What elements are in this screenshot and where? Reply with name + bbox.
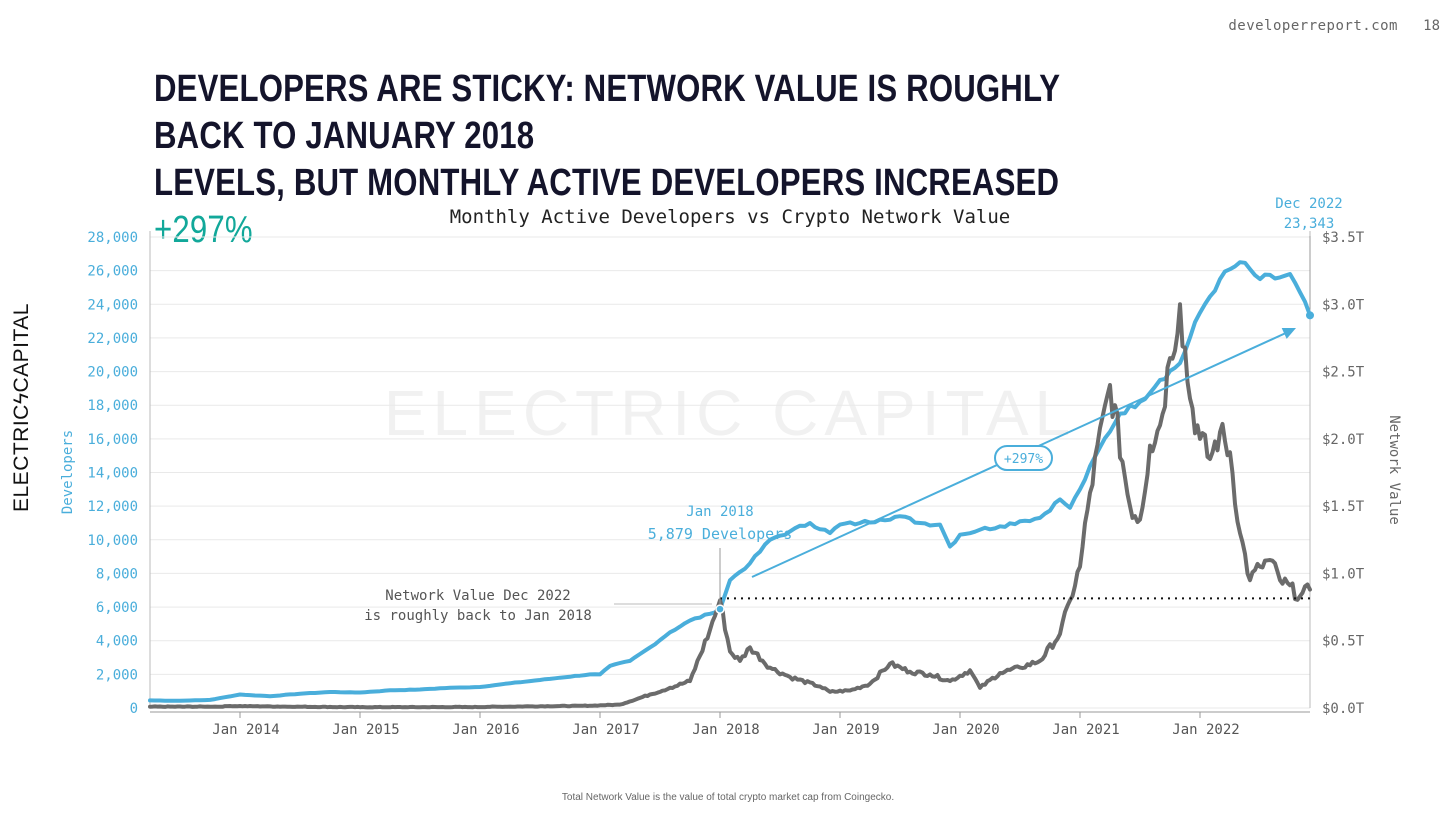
title-highlight: +297% [154, 209, 253, 251]
chart-title: Monthly Active Developers vs Crypto Netw… [450, 206, 1011, 228]
y-tick-left: 28,000 [87, 230, 138, 246]
right-axis-ticks: $0.0T $0.5T $1.0T $1.5T $2.0T $2.5T $3.0T $3.5T [1322, 230, 1365, 717]
x-tick-label: Jan 2017 [572, 722, 639, 738]
site-url: developerreport.com [1228, 18, 1398, 34]
grid-lines [149, 231, 1311, 713]
left-axis-ticks: 0 2,000 4,000 6,000 8,000 10,000 12,000 14,000 1… [87, 230, 138, 717]
growth-badge [994, 445, 1053, 471]
y-tick-left: 26,000 [87, 264, 138, 280]
network-note-line-2: is roughly back to Jan 2018 [364, 608, 592, 624]
y-tick-left: 2,000 [96, 667, 138, 683]
growth-badge-label: +297% [1004, 452, 1043, 467]
jan-2018-label: Jan 2018 [686, 504, 753, 520]
y-tick-left: 8,000 [96, 566, 138, 582]
y-tick-right: $2.0T [1322, 432, 1365, 448]
y-tick-left: 0 [130, 701, 138, 717]
annotations: Jan 2018 5,879 Developers Dec 2022 23,343 Ne… [364, 196, 1343, 624]
jan-2018-marker [715, 604, 725, 614]
y-tick-left: 24,000 [87, 297, 138, 313]
x-tick-label: Jan 2022 [1172, 722, 1239, 738]
y-tick-right: $0.5T [1322, 634, 1365, 650]
y-tick-left: 14,000 [87, 466, 138, 482]
y-tick-right: $2.5T [1322, 365, 1365, 381]
page-title: DEVELOPERS ARE STICKY: NETWORK VALUE IS … [154, 66, 1138, 254]
dec-2022-label: Dec 2022 [1275, 196, 1342, 212]
y-tick-right: $1.0T [1322, 566, 1365, 582]
network-note-line-1: Network Value Dec 2022 [385, 588, 570, 604]
y-axis-left-label: Developers [60, 430, 76, 514]
title-line-1: DEVELOPERS ARE STICKY: NETWORK VALUE IS … [154, 68, 1060, 157]
dec-2022-value-label: 23,343 [1284, 216, 1335, 232]
dual-axis-line-chart: ELECTRIC CAPITAL 0 2,000 4,000 6,000 8,000 10… [60, 196, 1402, 738]
x-tick-label: Jan 2021 [1052, 722, 1119, 738]
y-tick-left: 20,000 [87, 365, 138, 381]
series-developers-line [148, 260, 1312, 703]
y-tick-right: $3.0T [1322, 297, 1365, 313]
y-tick-left: 6,000 [96, 600, 138, 616]
x-axis-ticks: Jan 2014 Jan 2015 Jan 2016 Jan 2017 Jan 2018… [212, 712, 1240, 738]
page-number: 18 [1423, 18, 1440, 34]
x-tick-label: Jan 2018 [692, 722, 759, 738]
x-tick-label: Jan 2015 [332, 722, 399, 738]
title-line-2: LEVELS, BUT MONTHLY ACTIVE DEVELOPERS IN… [154, 162, 1060, 204]
y-tick-left: 4,000 [96, 634, 138, 650]
y-tick-left: 22,000 [87, 331, 138, 347]
y-tick-right: $0.0T [1322, 701, 1365, 717]
footnote: Total Network Value is the value of tota… [561, 792, 895, 803]
x-tick-label: Jan 2020 [932, 722, 999, 738]
growth-arrow-head [1281, 327, 1296, 339]
y-tick-right: $3.5T [1322, 230, 1365, 246]
y-tick-right: $1.5T [1322, 499, 1365, 515]
y-axis-right-label: Network Value [1386, 415, 1402, 525]
y-tick-left: 16,000 [87, 432, 138, 448]
x-tick-label: Jan 2016 [452, 722, 519, 738]
y-tick-left: 12,000 [87, 499, 138, 515]
x-tick-label: Jan 2014 [212, 722, 279, 738]
y-tick-left: 10,000 [87, 533, 138, 549]
jan-2018-value-label: 5,879 Developers [648, 525, 793, 543]
y-tick-left: 18,000 [87, 398, 138, 414]
x-tick-label: Jan 2019 [812, 722, 879, 738]
watermark: ELECTRIC CAPITAL [384, 377, 1076, 449]
dec-2022-marker [1306, 311, 1314, 320]
